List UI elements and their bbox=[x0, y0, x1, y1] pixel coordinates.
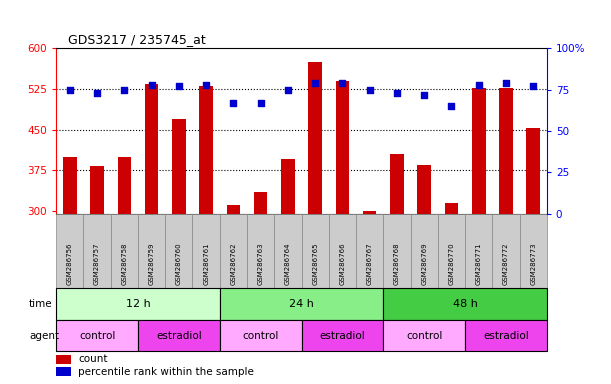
Bar bbox=[56, 355, 71, 364]
Bar bbox=[172, 119, 186, 214]
Bar bbox=[138, 214, 165, 288]
Text: GSM286758: GSM286758 bbox=[122, 243, 127, 285]
Bar bbox=[227, 205, 240, 214]
Bar bbox=[519, 214, 547, 288]
Text: control: control bbox=[406, 331, 442, 341]
Bar bbox=[329, 214, 356, 288]
Point bbox=[365, 87, 375, 93]
Bar bbox=[90, 166, 104, 214]
Text: estradiol: estradiol bbox=[483, 331, 529, 341]
Text: count: count bbox=[78, 354, 108, 364]
Text: GSM286767: GSM286767 bbox=[367, 243, 373, 285]
Text: 48 h: 48 h bbox=[453, 299, 478, 309]
Bar bbox=[84, 214, 111, 288]
Bar bbox=[383, 288, 547, 320]
Point bbox=[201, 82, 211, 88]
Text: GSM286765: GSM286765 bbox=[312, 243, 318, 285]
Point bbox=[174, 83, 184, 89]
Text: 24 h: 24 h bbox=[289, 299, 314, 309]
Bar bbox=[335, 81, 349, 214]
Point bbox=[229, 100, 238, 106]
Point bbox=[392, 90, 402, 96]
Bar bbox=[165, 214, 192, 288]
Bar bbox=[492, 214, 519, 288]
Text: GSM286772: GSM286772 bbox=[503, 243, 509, 285]
Text: estradiol: estradiol bbox=[320, 331, 365, 341]
Text: GSM286764: GSM286764 bbox=[285, 243, 291, 285]
Point bbox=[256, 100, 266, 106]
Point bbox=[92, 90, 102, 96]
Bar bbox=[445, 203, 458, 214]
Bar bbox=[499, 88, 513, 214]
Bar bbox=[56, 214, 84, 288]
Text: GSM286768: GSM286768 bbox=[394, 243, 400, 285]
Bar bbox=[220, 288, 383, 320]
Text: time: time bbox=[29, 299, 53, 309]
Bar bbox=[63, 157, 76, 214]
Bar bbox=[309, 62, 322, 214]
Bar bbox=[417, 166, 431, 214]
Text: GSM286771: GSM286771 bbox=[476, 243, 481, 285]
Point bbox=[529, 83, 538, 89]
Bar bbox=[472, 88, 486, 214]
Bar bbox=[383, 320, 465, 351]
Bar bbox=[383, 214, 411, 288]
Text: control: control bbox=[79, 331, 115, 341]
Bar bbox=[220, 214, 247, 288]
Text: control: control bbox=[243, 331, 279, 341]
Point bbox=[474, 82, 483, 88]
Bar bbox=[302, 214, 329, 288]
Text: GSM286770: GSM286770 bbox=[448, 243, 455, 285]
Bar bbox=[356, 214, 383, 288]
Bar bbox=[527, 128, 540, 214]
Text: GSM286759: GSM286759 bbox=[148, 243, 155, 285]
Text: percentile rank within the sample: percentile rank within the sample bbox=[78, 366, 254, 377]
Text: 12 h: 12 h bbox=[126, 299, 150, 309]
Point bbox=[501, 80, 511, 86]
Point bbox=[283, 87, 293, 93]
Text: GSM286773: GSM286773 bbox=[530, 243, 536, 285]
Point bbox=[419, 91, 429, 98]
Text: GSM286756: GSM286756 bbox=[67, 243, 73, 285]
Bar bbox=[438, 214, 465, 288]
Text: GSM286761: GSM286761 bbox=[203, 243, 209, 285]
Point bbox=[310, 80, 320, 86]
Text: GSM286762: GSM286762 bbox=[230, 243, 236, 285]
Bar bbox=[138, 320, 220, 351]
Bar bbox=[302, 320, 383, 351]
Bar bbox=[465, 320, 547, 351]
Bar bbox=[117, 157, 131, 214]
Bar bbox=[247, 214, 274, 288]
Text: GSM286769: GSM286769 bbox=[421, 243, 427, 285]
Bar bbox=[363, 211, 376, 214]
Bar bbox=[254, 192, 268, 214]
Text: estradiol: estradiol bbox=[156, 331, 202, 341]
Bar bbox=[390, 154, 404, 214]
Bar bbox=[465, 214, 492, 288]
Text: GSM286766: GSM286766 bbox=[340, 243, 345, 285]
Bar bbox=[281, 159, 295, 214]
Point bbox=[447, 103, 456, 109]
Bar bbox=[56, 320, 138, 351]
Text: GSM286763: GSM286763 bbox=[258, 243, 263, 285]
Bar bbox=[56, 288, 220, 320]
Point bbox=[65, 87, 75, 93]
Point bbox=[337, 80, 347, 86]
Bar bbox=[199, 86, 213, 214]
Text: GSM286760: GSM286760 bbox=[176, 243, 182, 285]
Bar bbox=[220, 320, 302, 351]
Bar bbox=[274, 214, 302, 288]
Bar bbox=[145, 84, 158, 214]
Bar bbox=[411, 214, 438, 288]
Bar bbox=[111, 214, 138, 288]
Point bbox=[120, 87, 130, 93]
Text: GDS3217 / 235745_at: GDS3217 / 235745_at bbox=[68, 33, 206, 46]
Text: agent: agent bbox=[29, 331, 59, 341]
Text: GSM286757: GSM286757 bbox=[94, 243, 100, 285]
Point bbox=[147, 82, 156, 88]
Bar bbox=[56, 367, 71, 376]
Bar bbox=[192, 214, 220, 288]
